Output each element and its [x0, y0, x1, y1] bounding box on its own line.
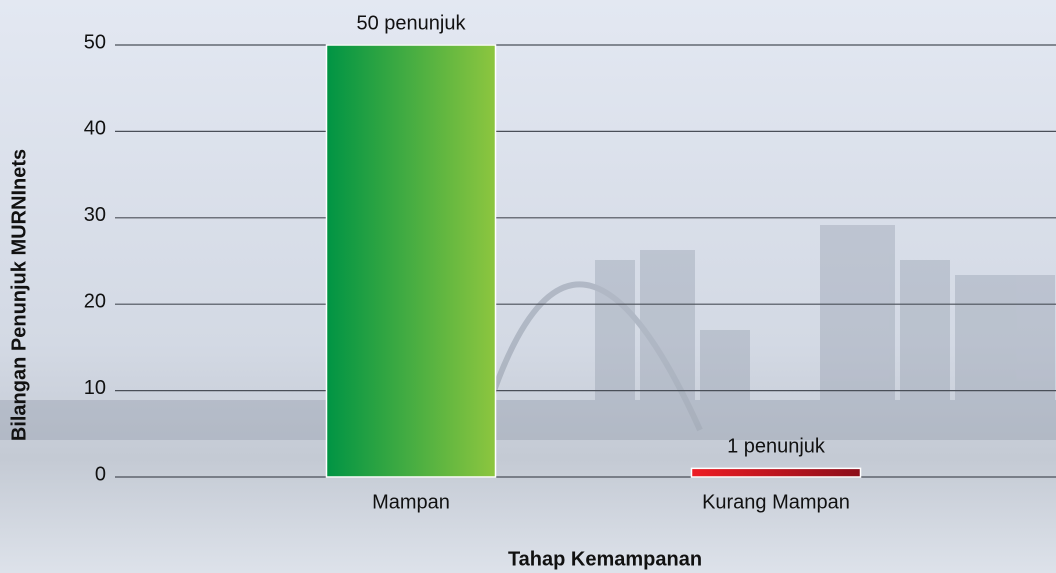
- y-tick-label: 50: [84, 31, 106, 53]
- y-tick-label: 20: [84, 290, 106, 312]
- chart: Tahap Kemampanan Bilangan Penunjuk MURNI…: [0, 0, 1056, 573]
- x-tick-label: Kurang Mampan: [702, 491, 850, 513]
- value-label: 1 penunjuk: [727, 436, 826, 458]
- bar: [692, 468, 861, 477]
- x-axis-title: Tahap Kemampanan: [508, 548, 702, 570]
- y-tick-label: 10: [84, 377, 106, 399]
- bar: [327, 45, 496, 477]
- x-tick-label: Mampan: [372, 491, 450, 513]
- y-tick-label: 0: [95, 463, 106, 485]
- value-label: 50 penunjuk: [357, 12, 467, 34]
- y-axis-title: Bilangan Penunjuk MURNInets: [8, 149, 30, 441]
- background: [0, 0, 1056, 573]
- y-tick-label: 30: [84, 204, 106, 226]
- y-tick-label: 40: [84, 118, 106, 140]
